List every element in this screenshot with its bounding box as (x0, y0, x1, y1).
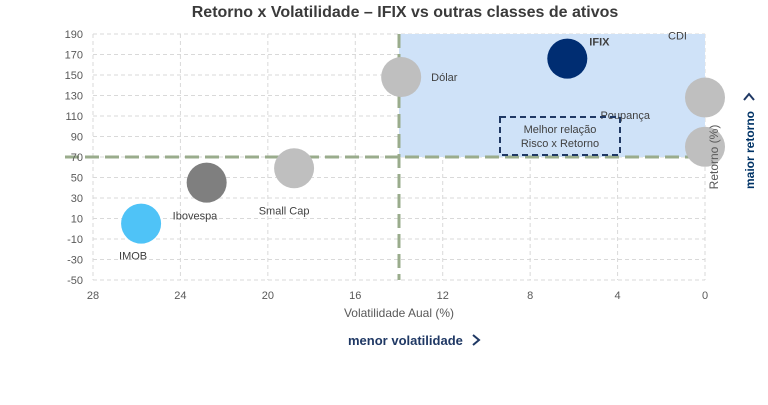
point-label-cdi: CDI (668, 31, 687, 43)
best-ratio-box: Melhor relação Risco x Retorno (499, 116, 621, 156)
y-tick-label: 170 (65, 50, 83, 62)
point-cdi (685, 77, 725, 118)
chart-title: Retorno x Volatilidade – IFIX vs outras … (191, 4, 619, 21)
y-tick-label: 10 (71, 214, 83, 226)
point-label-small-cap: Small Cap (259, 205, 310, 217)
best-ratio-box-text: Melhor relação (524, 124, 597, 136)
tick-labels: -50 -30 -10 10 30 50 70 90 110 130 150 170 190 28 24 20… (65, 29, 708, 302)
point-d-lar (381, 57, 422, 98)
y-tick-label: 150 (65, 70, 83, 82)
y-tick-label: 50 (71, 173, 83, 185)
y-tick-label: 30 (71, 193, 83, 205)
y-tick-label: -30 (67, 255, 83, 267)
x-tick-label: 4 (615, 290, 621, 302)
y-direction-annotation: maior retorno (743, 92, 757, 189)
point-poupan-a (685, 126, 725, 167)
y-tick-label: -50 (67, 275, 83, 287)
x-direction-annotation: menor volatilidade (348, 333, 481, 348)
x-tick-label: 20 (262, 290, 274, 302)
y-axis-label: Retorno (%) (707, 125, 721, 190)
y-tick-label: 70 (71, 152, 83, 164)
point-small-cap (274, 148, 315, 189)
point-imob (121, 203, 162, 244)
x-tick-label: 24 (174, 290, 186, 302)
best-ratio-box-text: Risco x Retorno (521, 138, 599, 150)
x-direction-text: menor volatilidade (348, 333, 463, 348)
data-points (121, 38, 725, 244)
point-ifix (547, 38, 588, 79)
point-label-ibovespa: Ibovespa (173, 211, 219, 223)
chevron-right-icon (471, 334, 481, 346)
x-tick-label: 8 (527, 290, 533, 302)
y-direction-text: maior retorno (743, 111, 757, 189)
point-label-d-lar: Dólar (431, 72, 458, 84)
y-tick-label: 130 (65, 91, 83, 103)
x-tick-label: 0 (702, 290, 708, 302)
point-label-ifix: IFIX (589, 37, 610, 49)
point-labels: IFIX Dólar CDI Poupança Small Cap Ibovespa IMO… (119, 31, 687, 263)
best-ratio-box-border (499, 116, 621, 156)
y-tick-label: 90 (71, 132, 83, 144)
x-tick-label: 28 (87, 290, 99, 302)
x-tick-label: 16 (349, 290, 361, 302)
point-label-imob: IMOB (119, 251, 147, 263)
y-tick-label: -10 (67, 234, 83, 246)
y-tick-label: 110 (65, 111, 83, 123)
chevron-up-icon (743, 92, 755, 101)
point-ibovespa (186, 162, 227, 203)
x-tick-label: 12 (437, 290, 449, 302)
y-tick-label: 190 (65, 29, 83, 41)
x-axis-label: Volatilidade Aual (%) (344, 306, 454, 320)
point-label-poupan-a: Poupança (600, 110, 650, 122)
